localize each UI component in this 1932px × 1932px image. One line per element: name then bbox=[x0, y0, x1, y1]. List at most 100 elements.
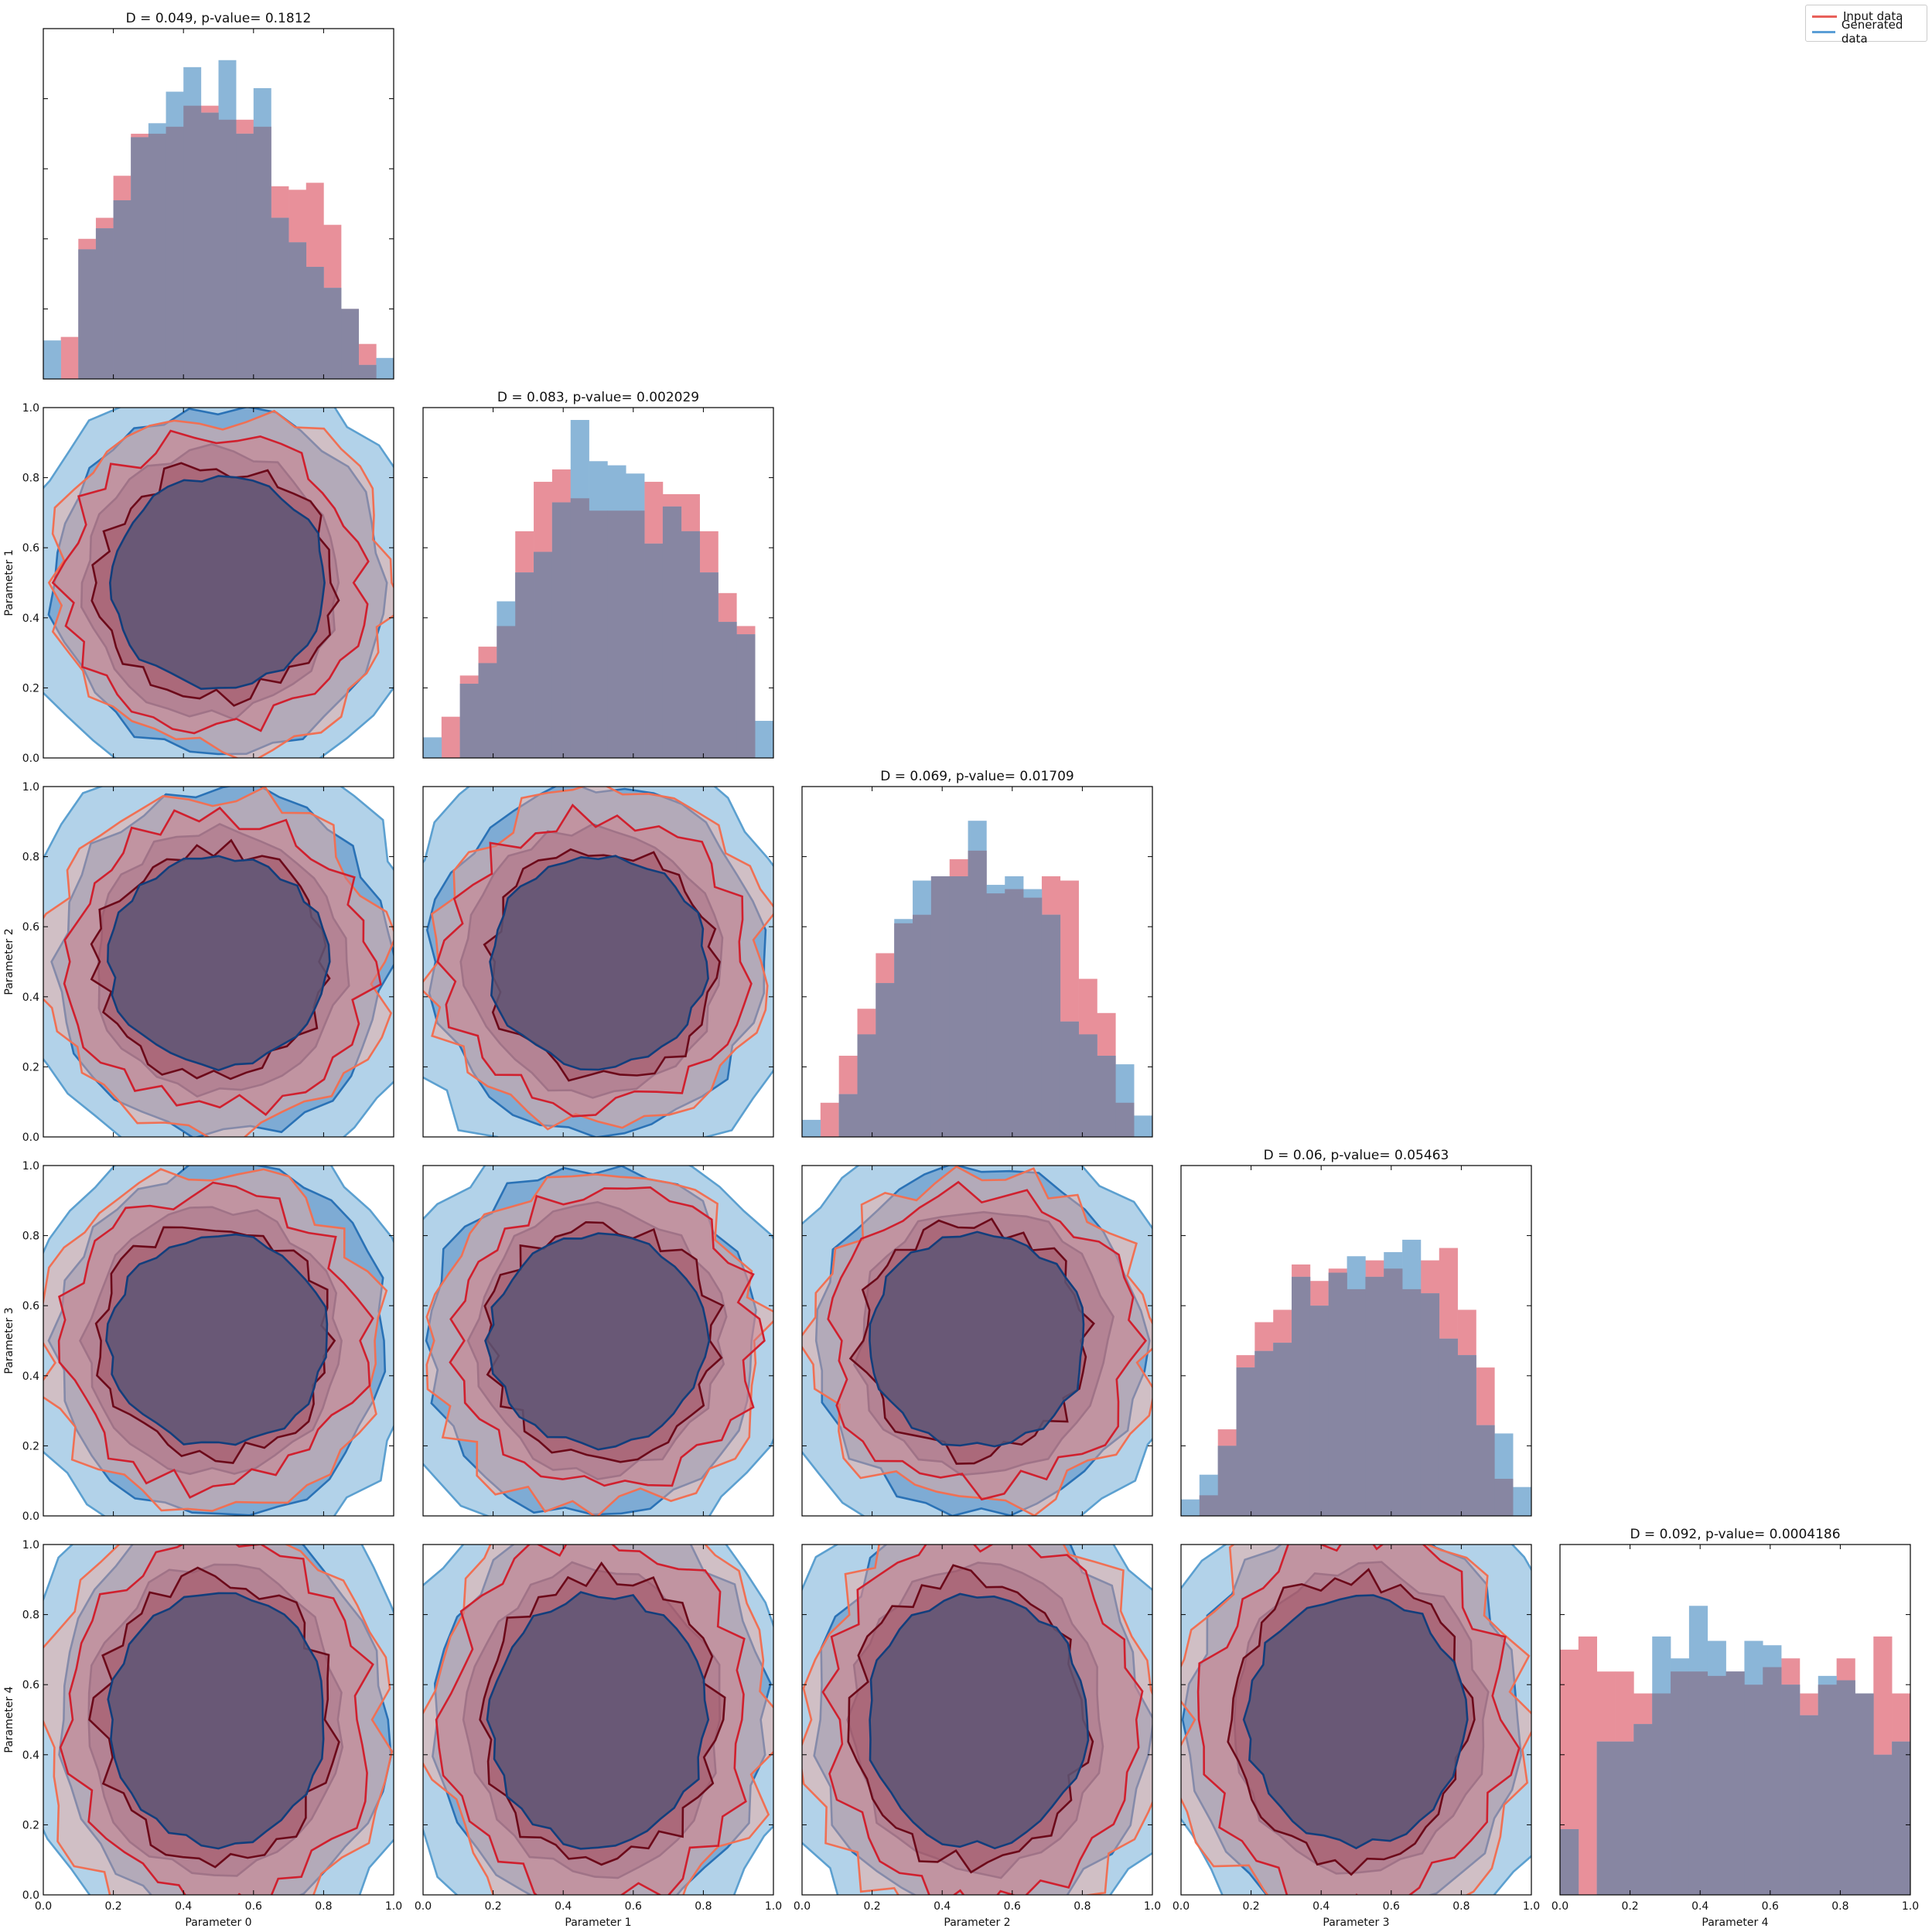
kde-4-0-xtick-label: 0.2 bbox=[104, 1900, 121, 1913]
kde-4-0-xtick-label: 0.8 bbox=[315, 1900, 332, 1913]
hist-4-xtick-label: 0.8 bbox=[1831, 1900, 1848, 1913]
kde-3-1-content bbox=[423, 1166, 773, 1516]
hist-3-overlap-bar bbox=[1439, 1338, 1458, 1516]
kde-2-0-core bbox=[106, 855, 331, 1072]
hist-1-overlap-bar bbox=[736, 634, 756, 758]
hist-3-overlap-bar bbox=[1254, 1350, 1274, 1516]
hist-3-overlap-bar bbox=[1365, 1276, 1384, 1516]
kde-4-0-ytick-label: 0.6 bbox=[22, 1679, 39, 1691]
kde-4-1-xtick-label: 1.0 bbox=[765, 1900, 782, 1913]
hist-0-overlap-bar bbox=[78, 249, 97, 379]
kde-4-2-xtick-label: 0.0 bbox=[794, 1900, 811, 1913]
hist-1-title: D = 0.083, p-value= 0.002029 bbox=[497, 390, 699, 405]
hist-0-overlap-bar bbox=[200, 112, 219, 379]
hist-4-overlap-bar bbox=[1707, 1675, 1726, 1895]
hist-1-overlap-bar bbox=[589, 510, 608, 758]
kde-3-1-frame bbox=[422, 1165, 774, 1517]
kde-4-0-ytick-label: 0.4 bbox=[22, 1749, 39, 1762]
kde-1-0-ytick-label: 0.2 bbox=[22, 682, 39, 695]
hist-1-overlap-bar bbox=[626, 510, 645, 758]
kde-2-1-core bbox=[489, 855, 709, 1071]
hist-0-overlap-bar bbox=[358, 364, 377, 379]
kde-2-1-content bbox=[423, 787, 773, 1137]
hist-2-overlap-bar bbox=[876, 983, 895, 1137]
hist-4-title: D = 0.092, p-value= 0.0004186 bbox=[1630, 1527, 1840, 1542]
hist-4-overlap-bar bbox=[1855, 1693, 1874, 1895]
xlabel-2: Parameter 2 bbox=[944, 1917, 1010, 1929]
hist-2-frame bbox=[801, 786, 1153, 1138]
kde-4-1-xtick-label: 0.4 bbox=[555, 1900, 572, 1913]
kde-4-1-xtick-label: 0.6 bbox=[625, 1900, 642, 1913]
hist-2-overlap-bar bbox=[1078, 1034, 1097, 1137]
hist-2-input-bar bbox=[820, 1102, 840, 1137]
kde-2-0-ytick-label: 0.8 bbox=[22, 852, 39, 864]
kde-4-1-xtick-label: 0.8 bbox=[695, 1900, 712, 1913]
hist-4-overlap-bar bbox=[1725, 1671, 1745, 1895]
ylabel-2: Parameter 2 bbox=[3, 928, 15, 995]
kde-1-0-ytick-label: 1.0 bbox=[22, 402, 39, 415]
kde-2-0-ytick-label: 0.0 bbox=[22, 1132, 39, 1144]
legend-label-generated: Generated data bbox=[1841, 18, 1903, 46]
hist-1-generated-bar bbox=[423, 737, 442, 758]
hist-3-overlap-bar bbox=[1494, 1479, 1514, 1516]
hist-0-overlap-bar bbox=[253, 126, 271, 379]
hist-2-overlap-bar bbox=[1005, 889, 1024, 1137]
hist-4-overlap-bar bbox=[1836, 1680, 1855, 1895]
hist-4-overlap-bar bbox=[1818, 1685, 1837, 1895]
hist-2-overlap-bar bbox=[986, 893, 1005, 1137]
ylabel-3: Parameter 3 bbox=[3, 1307, 15, 1374]
kde-3-0-ytick-label: 0.8 bbox=[22, 1231, 39, 1243]
hist-4-overlap-bar bbox=[1652, 1693, 1671, 1895]
hist-4-overlap-bar bbox=[1688, 1671, 1708, 1895]
hist-2-generated-bar bbox=[802, 1119, 821, 1137]
kde-3-0-ytick-label: 0.4 bbox=[22, 1370, 39, 1383]
hist-4-overlap-bar bbox=[1763, 1667, 1782, 1895]
hist-4-xtick-label: 1.0 bbox=[1902, 1900, 1919, 1913]
kde-1-0-content bbox=[43, 408, 394, 758]
hist-0-overlap-bar bbox=[306, 267, 324, 379]
hist-1-overlap-bar bbox=[718, 622, 737, 758]
hist-4-overlap-bar bbox=[1596, 1741, 1616, 1895]
hist-0-generated-bar bbox=[376, 357, 394, 379]
hist-2-overlap-bar bbox=[1023, 897, 1043, 1137]
hist-3-content bbox=[1181, 1239, 1531, 1516]
legend: Input data Generated data bbox=[1805, 5, 1927, 46]
hist-3-title: D = 0.06, p-value= 0.05463 bbox=[1264, 1148, 1449, 1163]
hist-4-content bbox=[1560, 1606, 1910, 1895]
hist-2-overlap-bar bbox=[1115, 1102, 1135, 1137]
hist-4-overlap-bar bbox=[1671, 1671, 1690, 1895]
kde-4-1-xtick-label: 0.0 bbox=[415, 1900, 432, 1913]
kde-2-0-ytick-label: 1.0 bbox=[22, 781, 39, 794]
hist-3-overlap-bar bbox=[1476, 1425, 1495, 1516]
hist-2-overlap-bar bbox=[838, 1094, 858, 1137]
kde-4-3-xtick-label: 0.0 bbox=[1173, 1900, 1190, 1913]
hist-3-overlap-bar bbox=[1328, 1272, 1347, 1516]
xlabel-3: Parameter 3 bbox=[1323, 1917, 1389, 1929]
kde-2-0-content bbox=[43, 787, 394, 1137]
hist-3-overlap-bar bbox=[1309, 1306, 1330, 1516]
hist-3-overlap-bar bbox=[1236, 1367, 1255, 1516]
kde-4-3-xtick-label: 0.2 bbox=[1242, 1900, 1259, 1913]
hist-0-content bbox=[43, 60, 394, 379]
hist-2-generated-bar bbox=[1134, 1115, 1152, 1137]
kde-4-2-xtick-label: 0.8 bbox=[1074, 1900, 1091, 1913]
kde-4-3-xtick-label: 0.4 bbox=[1312, 1900, 1330, 1913]
hist-4-overlap-bar bbox=[1873, 1754, 1893, 1895]
hist-4-overlap-bar bbox=[1892, 1741, 1910, 1895]
hist-1-overlap-bar bbox=[515, 572, 534, 758]
kde-4-0-core bbox=[107, 1592, 325, 1850]
hist-1-frame bbox=[422, 407, 774, 759]
hist-3-generated-bar bbox=[1513, 1487, 1531, 1516]
kde-4-2-xtick-label: 0.6 bbox=[1004, 1900, 1021, 1913]
kde-4-0-ytick-label: 0.8 bbox=[22, 1609, 39, 1622]
kde-2-0-ytick-label: 0.2 bbox=[22, 1061, 39, 1074]
hist-1-overlap-bar bbox=[662, 506, 682, 758]
hist-1-overlap-bar bbox=[570, 498, 589, 758]
hist-1-overlap-bar bbox=[551, 502, 572, 758]
hist-2-content bbox=[802, 821, 1152, 1137]
hist-0-input-bar bbox=[60, 336, 79, 379]
kde-2-0-ytick-label: 0.4 bbox=[22, 992, 39, 1004]
kde-3-2-frame bbox=[801, 1165, 1153, 1517]
hist-0-frame bbox=[43, 28, 394, 380]
